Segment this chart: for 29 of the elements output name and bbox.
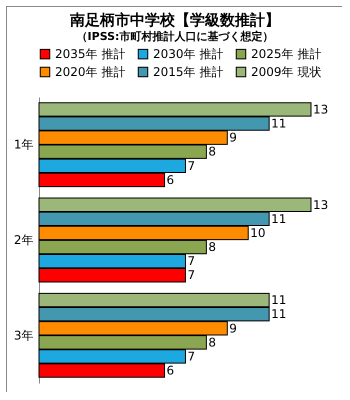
data-label: 7 [187, 254, 196, 268]
data-label: 6 [166, 364, 174, 378]
data-label: 9 [229, 130, 237, 145]
legend-label: 2015年 推計 [153, 65, 224, 79]
data-label: 8 [208, 144, 216, 159]
data-label: 11 [271, 116, 286, 131]
data-label: 11 [271, 293, 286, 308]
data-label: 11 [271, 307, 286, 322]
y-tick-label: 3年 [14, 328, 34, 342]
data-label: 8 [208, 240, 216, 254]
data-label: 7 [187, 349, 196, 364]
legend-label: 2030年 推計 [153, 47, 224, 62]
legend-label: 2035年 推計 [55, 47, 126, 62]
legend-label: 2009年 現状 [251, 65, 322, 79]
chart-title: 南足柄市中学校【学級数推計】 [69, 11, 280, 29]
data-label: 13 [313, 102, 328, 116]
data-label: 7 [187, 268, 196, 282]
legend-label: 2020年 推計 [55, 65, 126, 79]
data-label: 6 [166, 172, 174, 187]
y-tick-label: 1年 [14, 138, 34, 152]
data-label: 10 [250, 226, 266, 240]
y-tick-label: 2年 [14, 233, 34, 247]
legend-label: 2025年 推計 [251, 47, 322, 62]
data-label: 11 [271, 212, 286, 226]
data-label: 9 [229, 321, 237, 336]
data-label: 13 [313, 198, 328, 212]
data-label: 7 [187, 158, 196, 173]
data-label: 8 [208, 335, 216, 350]
chart-subtitle: （IPSS:市町村推計人口に基づく想定） [76, 30, 274, 43]
